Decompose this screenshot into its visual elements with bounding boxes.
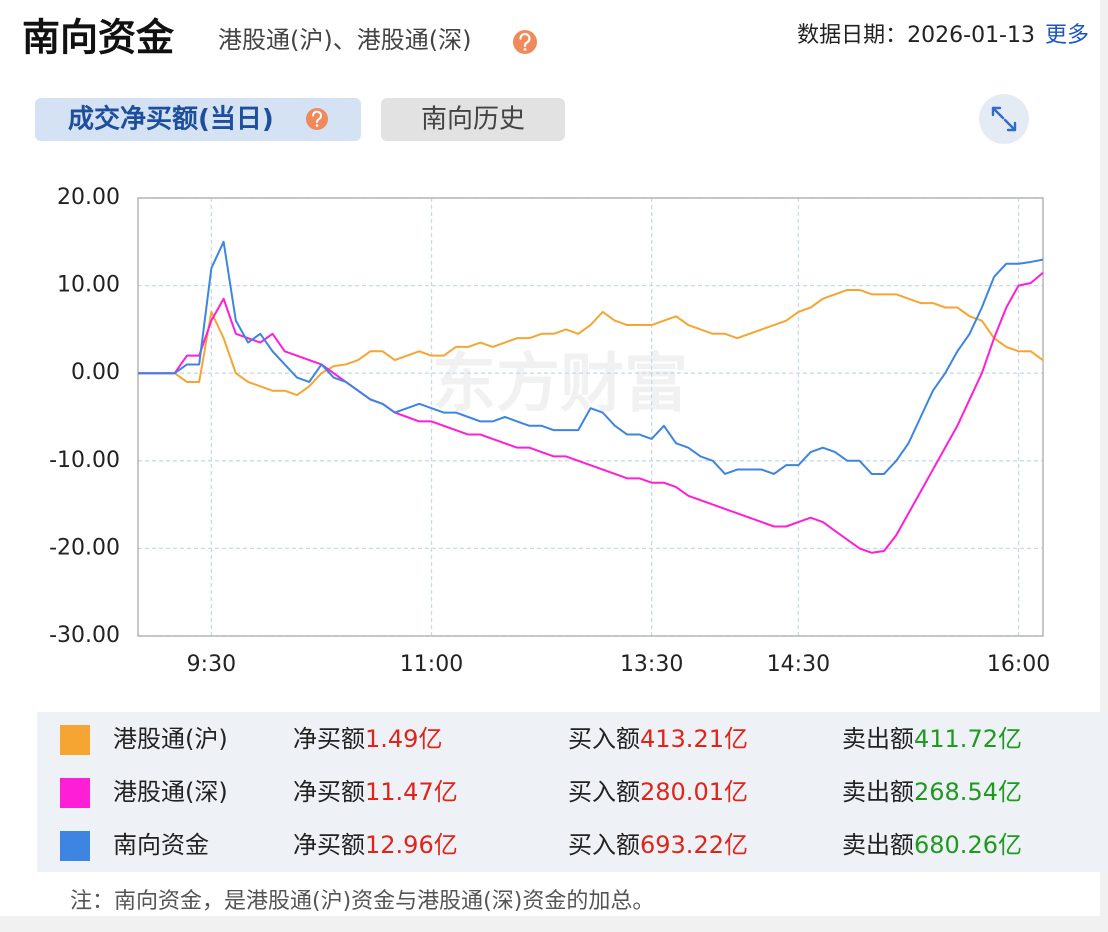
- series-line: [138, 271, 1044, 554]
- summary-table: 港股通(沪) 净买额1.49亿 买入额413.21亿 卖出额411.72亿港股通(深)…: [60, 725, 1022, 861]
- cell-label: 卖出额: [842, 725, 914, 753]
- tab[interactable]: 南向历史: [381, 98, 565, 141]
- plot-frame: [137, 197, 1044, 637]
- summary-cell: 净买额11.47亿: [293, 778, 458, 806]
- y-tick-label: 0.00: [71, 360, 120, 385]
- cell-label: 净买额: [293, 778, 365, 806]
- more-link[interactable]: 更多: [1045, 23, 1089, 48]
- x-tick-label: 9:30: [187, 652, 236, 677]
- legend-swatch: [60, 778, 90, 808]
- cell-value: 11.47亿: [365, 778, 458, 806]
- legend-swatch: [60, 831, 90, 861]
- summary-cell: 卖出额411.72亿: [842, 725, 1022, 753]
- cell-value: 1.49亿: [365, 725, 442, 753]
- legend-label: 南向资金: [113, 831, 209, 859]
- cell-value: 680.26亿: [914, 831, 1022, 859]
- series-line: [138, 288, 1044, 397]
- cell-value: 268.54亿: [914, 778, 1022, 806]
- watermark: 东方财富: [432, 348, 688, 422]
- expand-button[interactable]: [979, 94, 1029, 144]
- y-tick-label: 10.00: [57, 273, 120, 298]
- cell-value: 411.72亿: [914, 725, 1022, 753]
- series-line: [138, 240, 1044, 475]
- cell-value: 280.01亿: [640, 778, 748, 806]
- legend-swatch: [60, 725, 90, 755]
- date: 2026-01-13: [907, 23, 1035, 48]
- cell-label: 卖出额: [842, 831, 914, 859]
- cell-label: 买入额: [568, 831, 640, 859]
- summary-cell: 买入额693.22亿: [568, 831, 748, 859]
- date-label: 数据日期：: [797, 23, 907, 48]
- cell-value: 693.22亿: [640, 831, 748, 859]
- legend-label: 港股通(深): [113, 778, 228, 806]
- help-icon[interactable]: [306, 108, 328, 130]
- summary-cell: 卖出额680.26亿: [842, 831, 1022, 859]
- title: 南向资金: [22, 16, 175, 60]
- y-tick-label: 20.00: [57, 185, 120, 210]
- tab-active[interactable]: 成交净买额(当日): [35, 98, 361, 141]
- cell-label: 卖出额: [842, 778, 914, 806]
- tab-label: 成交净买额(当日): [68, 104, 274, 135]
- x-tick-label: 16:00: [987, 652, 1050, 677]
- y-tick-label: -10.00: [49, 448, 120, 473]
- summary-cell: 买入额413.21亿: [568, 725, 748, 753]
- x-tick-label: 14:30: [767, 652, 830, 677]
- tab-label: 南向历史: [421, 105, 525, 135]
- summary-panel: [37, 712, 1108, 872]
- x-tick-label: 13:30: [620, 652, 683, 677]
- cell-label: 买入额: [568, 778, 640, 806]
- help-icon[interactable]: [513, 30, 537, 54]
- cell-label: 净买额: [293, 831, 365, 859]
- subtitle: 港股通(沪)、港股通(深): [218, 26, 471, 54]
- cell-label: 买入额: [568, 725, 640, 753]
- summary-cell: 卖出额268.54亿: [842, 778, 1022, 806]
- summary-cell: 净买额1.49亿: [293, 725, 442, 753]
- chart: 东方财富 20.00 10.00 0.00 -10.00 -20.00 -30.00 9:30…: [49, 185, 1050, 677]
- summary-cell: 买入额280.01亿: [568, 778, 748, 806]
- x-tick-label: 11:00: [400, 652, 463, 677]
- summary-cell: 净买额12.96亿: [293, 831, 458, 859]
- cell-value: 413.21亿: [640, 725, 748, 753]
- y-tick-label: -20.00: [49, 535, 120, 560]
- note: 注：南向资金，是港股通(沪)资金与港股通(深)资金的加总。: [70, 889, 654, 914]
- cell-value: 12.96亿: [365, 831, 458, 859]
- date-line: 数据日期：2026-01-13: [797, 23, 1035, 48]
- legend-label: 港股通(沪): [113, 725, 228, 753]
- y-tick-label: -30.00: [49, 623, 120, 648]
- cell-label: 净买额: [293, 725, 365, 753]
